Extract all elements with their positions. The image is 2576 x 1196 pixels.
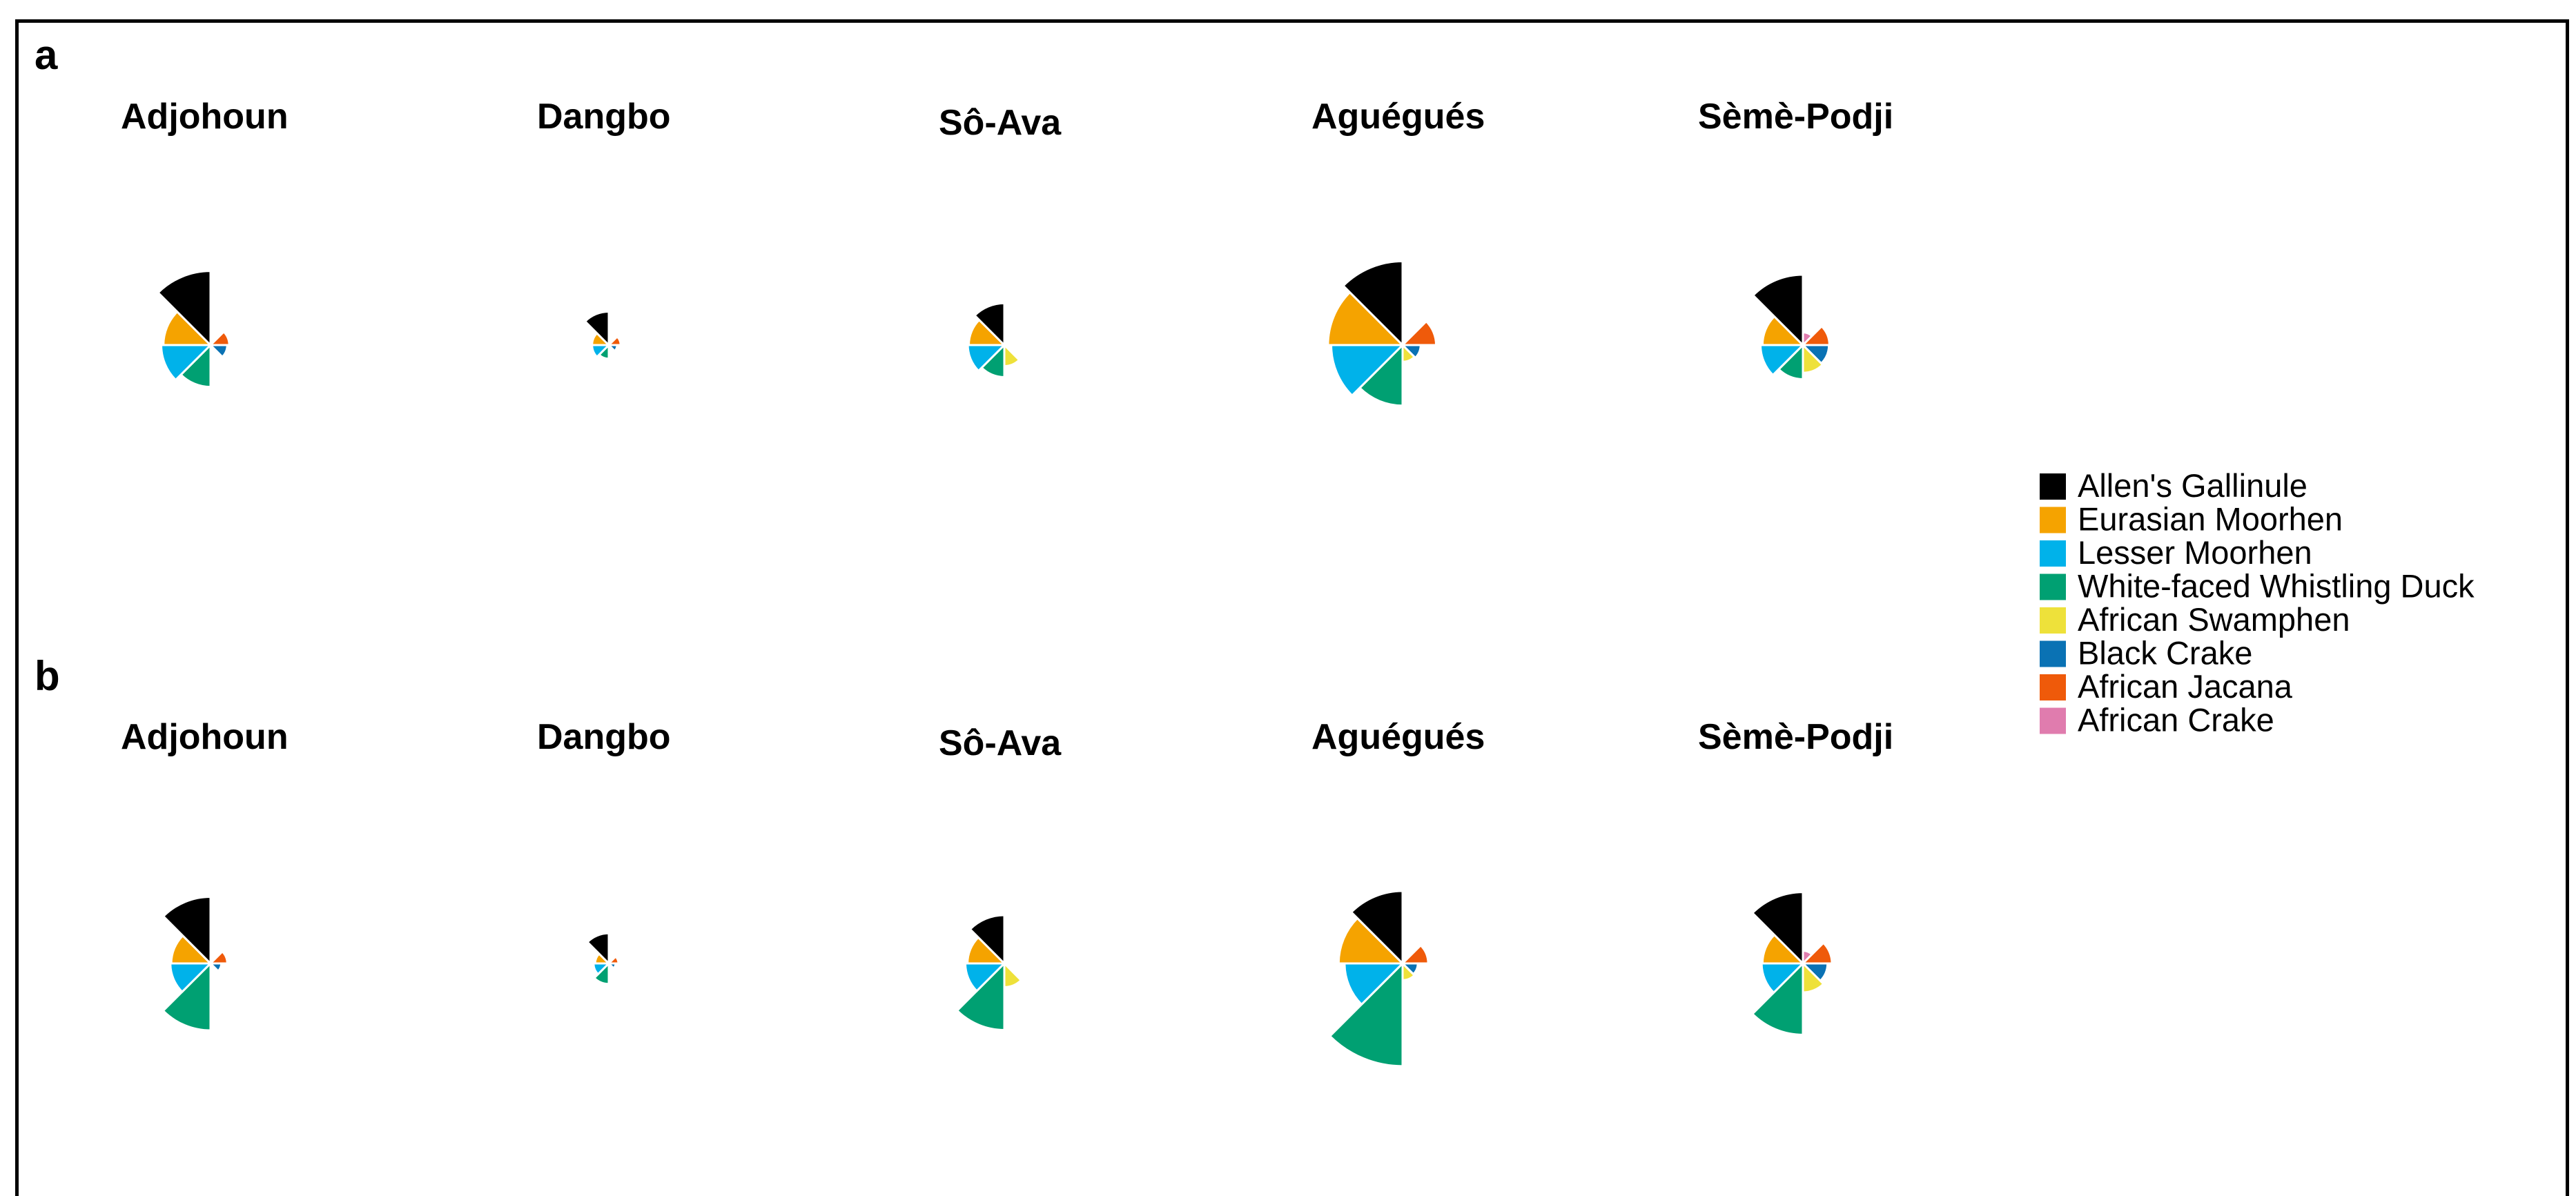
pie-slice (606, 344, 618, 353)
pie-slice (1751, 273, 1804, 348)
pie-title: Dangbo (537, 717, 671, 757)
legend-label: African Jacana (2078, 668, 2293, 705)
legend-swatch (2040, 473, 2066, 500)
pie-title: Aguégués (1311, 97, 1485, 137)
pie-slice (1400, 320, 1438, 346)
pie-slice (1327, 291, 1405, 346)
pie-title: Sô-Ava (939, 723, 1062, 763)
legend-swatch (2040, 540, 2066, 567)
pie-title: Dangbo (537, 97, 671, 137)
pie-slice (208, 344, 228, 359)
legend-label: Eurasian Moorhen (2078, 501, 2343, 538)
legend-swatch (2040, 574, 2066, 600)
pie-slice (583, 310, 610, 348)
pie-0 (156, 270, 231, 389)
pie-slice (1341, 259, 1404, 348)
legend-swatch (2040, 607, 2066, 634)
pie-1 (583, 310, 622, 360)
pie-slice (1349, 890, 1404, 966)
legend-label: Lesser Moorhen (2078, 534, 2312, 571)
pie-4 (1751, 273, 1831, 381)
pie-slice (585, 932, 610, 966)
legend-label: Black Crake (2078, 635, 2252, 671)
pie-slice (1003, 342, 1021, 368)
pie-4 (1750, 891, 1833, 1036)
legend-label: African Crake (2078, 702, 2274, 738)
pie-3 (1327, 259, 1438, 407)
figure-frame (15, 19, 2569, 1196)
pie-title: Sèmè-Podji (1698, 717, 1893, 757)
pie-slice (606, 335, 622, 346)
pie-slice (606, 962, 617, 970)
panel-label: b (35, 653, 60, 699)
pie-slice (1330, 344, 1405, 398)
pie-title: Adjohoun (121, 717, 289, 757)
pie-0 (162, 895, 228, 1032)
legend-swatch (2040, 674, 2066, 700)
legend-label: African Swamphen (2078, 601, 2350, 638)
pie-slice (1337, 916, 1405, 965)
pie-slice (1800, 941, 1833, 965)
legend-swatch (2040, 707, 2066, 734)
legend-swatch (2040, 640, 2066, 667)
legend-swatch (2040, 507, 2066, 533)
pie-slice (973, 302, 1006, 348)
pie-2 (955, 914, 1023, 1032)
pie-slice (955, 961, 1006, 1032)
pie-2 (966, 302, 1021, 378)
pie-slice (208, 962, 223, 973)
pie-1 (585, 932, 620, 986)
pie-slice (592, 961, 610, 986)
pie-slice (1400, 943, 1430, 965)
pie-slice (1759, 344, 1806, 377)
pie-slice (156, 270, 212, 348)
pie-slice (592, 962, 612, 976)
pie-3 (1328, 890, 1430, 1068)
pie-slice (162, 895, 212, 966)
panel-label: a (35, 32, 58, 78)
pie-slice (1750, 961, 1804, 1036)
pie-title: Aguégués (1311, 717, 1485, 757)
pie-slice (208, 950, 228, 965)
pie-slice (1750, 891, 1804, 966)
legend-label: White-faced Whistling Duck (2078, 568, 2475, 605)
pie-title: Sô-Ava (939, 103, 1062, 143)
pie-slice (964, 962, 1007, 993)
pie-slice (162, 961, 212, 1032)
pie-title: Sèmè-Podji (1698, 97, 1893, 137)
legend-label: Allen's Gallinule (2078, 467, 2307, 504)
pie-slice (1003, 961, 1023, 988)
pie-slice (208, 330, 231, 346)
pie-slice (968, 914, 1006, 966)
pie-title: Adjohoun (121, 97, 289, 137)
pie-slice (160, 344, 213, 382)
pie-slice (1328, 961, 1404, 1068)
pie-slice (606, 954, 620, 965)
